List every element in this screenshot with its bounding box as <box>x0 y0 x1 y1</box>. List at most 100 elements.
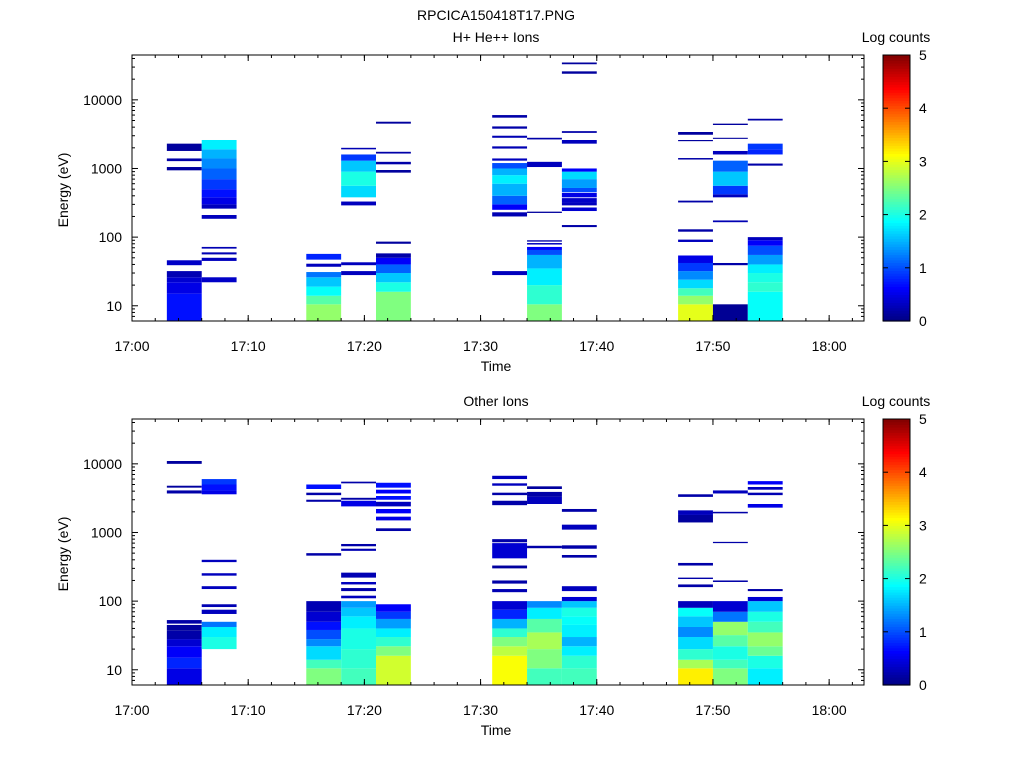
heatmap-cell <box>678 200 713 203</box>
colorbar-step <box>883 180 910 184</box>
y-axis-label: Energy (eV) <box>55 153 71 228</box>
colorbar-step <box>883 597 910 601</box>
colorbar-step <box>883 145 910 149</box>
x-tick-label: 17:30 <box>463 702 498 718</box>
heatmap-cell <box>561 168 597 172</box>
colorbar-tick-label: 2 <box>919 571 927 587</box>
heatmap-cell <box>201 277 237 283</box>
heatmap-cell <box>678 494 713 497</box>
colorbar-step <box>883 591 910 596</box>
heatmap-cell <box>166 639 202 647</box>
heatmap-cell <box>678 295 713 305</box>
heatmap-cell <box>166 143 202 151</box>
heatmap-cell <box>712 490 748 494</box>
heatmap-cell <box>376 253 411 258</box>
heatmap-cell <box>306 611 342 622</box>
x-tick-label: 18:00 <box>812 338 847 354</box>
colorbar-step <box>883 307 910 311</box>
y-tick-label: 100 <box>99 593 123 609</box>
colorbar-step <box>883 490 910 495</box>
colorbar-tick-label: 1 <box>919 624 927 640</box>
colorbar-step <box>883 578 910 582</box>
heatmap-cell <box>527 243 562 245</box>
colorbar-step <box>883 249 910 253</box>
y-tick-label: 1000 <box>91 160 122 176</box>
colorbar-step <box>883 525 910 529</box>
colorbar-step <box>883 278 910 282</box>
colorbar-step <box>883 299 910 303</box>
x-tick-label: 17:40 <box>579 702 614 718</box>
heatmap-cell <box>747 254 783 265</box>
colorbar-step <box>883 464 910 468</box>
heatmap-cell <box>712 171 748 186</box>
colorbar-step <box>883 437 910 441</box>
colorbar-step <box>883 313 910 317</box>
heatmap-cell <box>561 586 597 592</box>
heatmap-cell <box>341 616 376 629</box>
colorbar-step <box>883 480 910 484</box>
heatmap-cell <box>678 668 713 685</box>
colorbar-step <box>883 214 910 218</box>
heatmap-cell <box>201 158 237 169</box>
colorbar-step <box>883 583 910 588</box>
heatmap-cell <box>201 215 237 219</box>
heatmap-cell <box>527 649 562 669</box>
colorbar-step <box>883 448 910 452</box>
colorbar-step <box>883 610 910 614</box>
colorbar-step <box>883 594 910 598</box>
colorbar-step <box>883 281 910 285</box>
heatmap-cell <box>201 586 237 590</box>
heatmap-cell <box>747 668 783 685</box>
colorbar-step <box>883 238 910 242</box>
heatmap-cell <box>201 604 237 608</box>
heatmap-cell <box>306 286 342 296</box>
heatmap-cell <box>712 611 748 622</box>
colorbar-step <box>883 86 910 91</box>
heatmap-cell <box>747 646 783 656</box>
y-tick-label: 10000 <box>83 456 122 472</box>
colorbar-step <box>883 121 910 125</box>
heatmap-cell <box>747 655 783 669</box>
heatmap-cell <box>712 541 748 544</box>
heatmap-cell <box>527 486 562 489</box>
heatmap-cell <box>561 646 597 656</box>
heatmap-cell <box>561 71 597 74</box>
heatmap-cell <box>376 121 411 124</box>
heatmap-cell <box>747 237 783 241</box>
heatmap-cell <box>678 562 713 566</box>
colorbar-step <box>883 113 910 117</box>
heatmap-cell <box>376 611 411 619</box>
heatmap-cell <box>747 596 783 602</box>
colorbar-step <box>883 570 910 574</box>
heatmap-cell <box>376 282 411 292</box>
colorbar-step <box>883 565 910 569</box>
heatmap-cell <box>712 194 748 198</box>
heatmap-cell <box>341 147 376 150</box>
colorbar-step <box>883 434 910 439</box>
colorbar-step <box>883 289 910 293</box>
heatmap-cell <box>492 271 528 276</box>
x-tick-label: 17:40 <box>579 338 614 354</box>
colorbar-step <box>883 241 910 245</box>
colorbar-step <box>883 230 910 234</box>
y-axis-label: Energy (eV) <box>55 517 71 592</box>
heatmap-cell <box>306 553 342 556</box>
colorbar-step <box>883 195 910 200</box>
heatmap-cell <box>561 192 597 198</box>
y-tick-label: 10000 <box>83 92 122 108</box>
colorbar-step <box>883 498 910 503</box>
colorbar-step <box>883 89 910 93</box>
colorbar-step <box>883 137 910 141</box>
heatmap-cell <box>201 490 237 495</box>
colorbar: 0 1 2 3 4 5 <box>882 411 927 693</box>
heatmap-cell <box>341 581 376 585</box>
colorbar-step <box>883 126 910 131</box>
colorbar-step <box>883 642 910 646</box>
heatmap-cell <box>527 285 562 305</box>
heatmap-cell <box>561 131 597 133</box>
heatmap-cell <box>376 508 411 514</box>
colorbar-step <box>883 450 910 455</box>
heatmap-cell <box>376 257 411 265</box>
colorbar-step <box>883 586 910 590</box>
heatmap-cell <box>747 486 783 490</box>
